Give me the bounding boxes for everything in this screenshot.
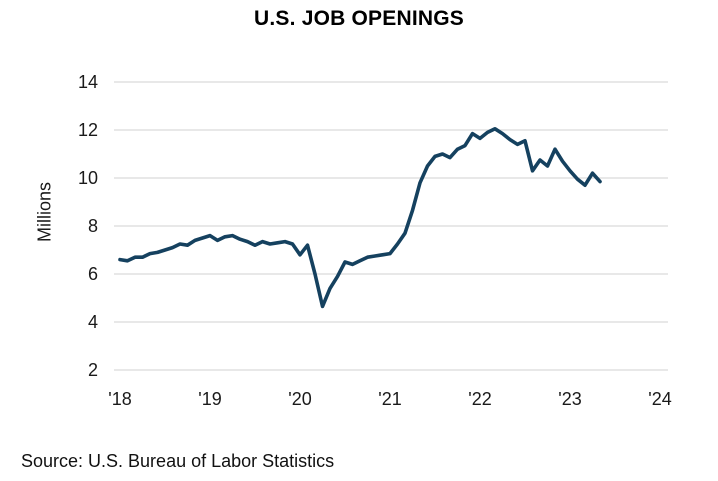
x-tick-label: '22	[468, 389, 492, 409]
x-tick-label: '21	[378, 389, 402, 409]
x-tick-label: '19	[198, 389, 222, 409]
x-tick-label: '24	[648, 389, 672, 409]
x-tick-label: '23	[558, 389, 582, 409]
chart-title: U.S. JOB OPENINGS	[254, 7, 464, 30]
job-openings-series-line	[118, 127, 602, 309]
x-tick-label: '18	[108, 389, 132, 409]
y-tick-label: 10	[77, 168, 98, 188]
y-tick-label: 8	[87, 216, 98, 236]
y-tick-label: 6	[87, 264, 98, 284]
source-note: Source: U.S. Bureau of Labor Statistics	[21, 451, 335, 471]
y-tick-label: 4	[87, 312, 98, 332]
y-tick-label: 12	[77, 120, 98, 140]
y-tick-label: 2	[87, 360, 98, 380]
y-tick-label: 14	[77, 72, 98, 92]
x-tick-label: '20	[288, 389, 312, 409]
